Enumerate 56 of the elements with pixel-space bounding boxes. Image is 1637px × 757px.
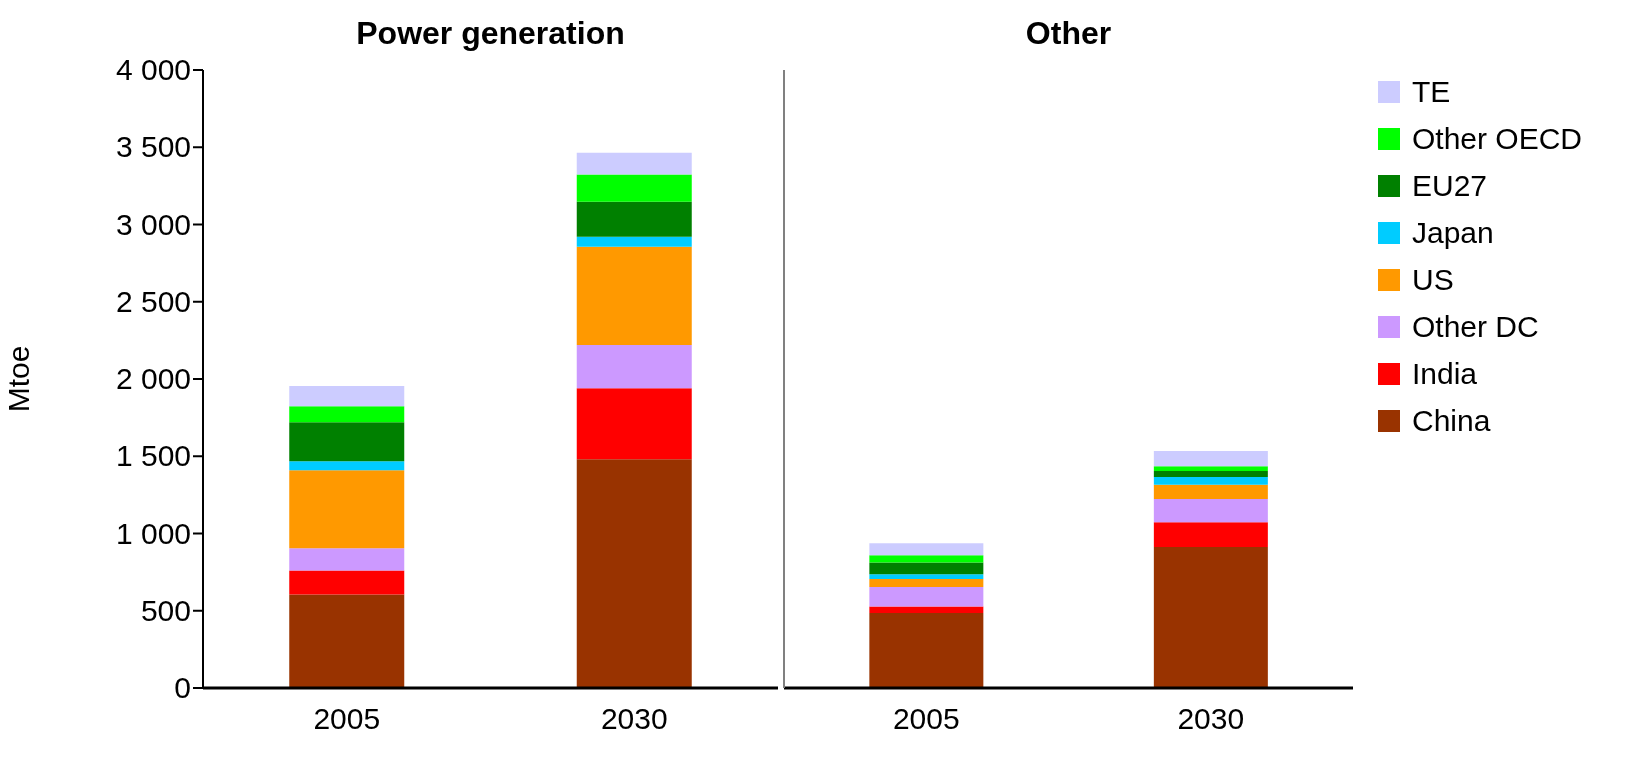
- bar: [1153, 546, 1268, 688]
- y-tick-label: 1 000: [115, 516, 191, 550]
- bar: [289, 548, 405, 571]
- bar: [576, 201, 692, 237]
- bar: [576, 388, 692, 460]
- y-tick-label: 3 500: [115, 130, 191, 164]
- bar: [576, 246, 692, 346]
- y-tick-label: 2 500: [115, 284, 191, 318]
- bar: [1153, 451, 1268, 467]
- bar: [869, 613, 984, 688]
- legend-label: China: [1412, 403, 1491, 439]
- bar: [1153, 498, 1268, 523]
- x-tick-label: 2005: [313, 702, 381, 736]
- x-tick-label: 2005: [892, 702, 960, 736]
- bar: [576, 174, 692, 202]
- bar: [1153, 484, 1268, 499]
- bar: [1153, 477, 1268, 485]
- legend-label: EU27: [1412, 168, 1488, 204]
- y-axis-title: Mtoe: [1, 345, 35, 413]
- bar: [576, 236, 692, 247]
- legend-label: Japan: [1412, 215, 1494, 251]
- legend-label: TE: [1412, 74, 1451, 110]
- bar: [869, 543, 984, 556]
- y-tick-label: 1 500: [115, 439, 191, 473]
- bar: [869, 562, 984, 575]
- bar: [289, 406, 405, 423]
- legend-label: India: [1412, 356, 1478, 392]
- chart-title: Other: [1024, 14, 1113, 53]
- bar: [576, 345, 692, 389]
- bar: [289, 570, 405, 595]
- bar: [869, 606, 984, 614]
- legend-label: Other DC: [1412, 309, 1539, 345]
- bar: [289, 594, 405, 688]
- y-tick-label: 500: [140, 593, 191, 627]
- bar: [289, 461, 405, 471]
- bar: [289, 422, 405, 462]
- x-tick-label: 2030: [600, 702, 668, 736]
- bar: [576, 152, 692, 175]
- bar: [869, 579, 984, 588]
- bar: [1153, 466, 1268, 472]
- bar: [869, 574, 984, 580]
- y-tick-label: 4 000: [115, 53, 191, 86]
- bar: [869, 555, 984, 563]
- y-tick-label: 3 000: [115, 207, 191, 241]
- bar: [869, 587, 984, 607]
- y-tick-label: 2 000: [115, 362, 191, 395]
- legend-label: Other OECD: [1412, 121, 1583, 157]
- y-tick-label: 0: [174, 671, 191, 704]
- legend-label: US: [1412, 262, 1454, 298]
- bar: [1153, 522, 1268, 547]
- bar: [576, 459, 692, 688]
- chart-title: Power generation: [355, 14, 626, 53]
- bar: [289, 386, 405, 407]
- bar: [1153, 471, 1268, 478]
- bar: [289, 470, 405, 549]
- x-tick-label: 2030: [1177, 702, 1245, 736]
